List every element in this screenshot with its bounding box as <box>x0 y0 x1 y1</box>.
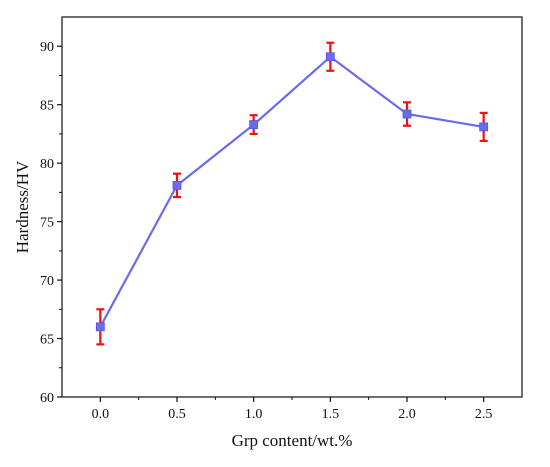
x-axis: 0.0 0.5 1.0 1.5 2.0 2.5 <box>92 397 493 422</box>
y-tick-label-65: 65 <box>40 333 54 348</box>
x-tick-label-1: 0.5 <box>168 407 186 422</box>
y-tick-label-80: 80 <box>40 157 54 172</box>
y-tick-label-90: 90 <box>40 40 54 55</box>
data-point-4 <box>402 109 412 119</box>
x-tick-label-2: 1.0 <box>245 407 263 422</box>
x-tick-label-5: 2.5 <box>475 407 493 422</box>
data-point-2 <box>249 120 259 129</box>
series-layer <box>95 41 489 346</box>
y-axis-label: Hardness/HV <box>13 160 32 253</box>
y-tick-label-60: 60 <box>40 391 54 406</box>
data-point-5 <box>479 122 489 132</box>
y-tick-label-85: 85 <box>40 99 54 114</box>
y-tick-label-75: 75 <box>40 216 54 231</box>
series-line-0 <box>99 55 484 328</box>
x-axis-label: Grp content/wt.% <box>232 431 353 450</box>
x-tick-label-4: 2.0 <box>398 407 416 422</box>
x-tick-label-0: 0.0 <box>92 407 110 422</box>
x-tick-label-3: 1.5 <box>322 407 340 422</box>
data-point-0 <box>95 322 105 332</box>
y-tick-label-70: 70 <box>40 274 54 289</box>
data-point-3 <box>325 52 335 62</box>
data-point-1 <box>172 180 182 190</box>
y-axis: 60 65 70 75 80 85 90 <box>40 40 62 406</box>
plot-frame <box>61 16 523 398</box>
